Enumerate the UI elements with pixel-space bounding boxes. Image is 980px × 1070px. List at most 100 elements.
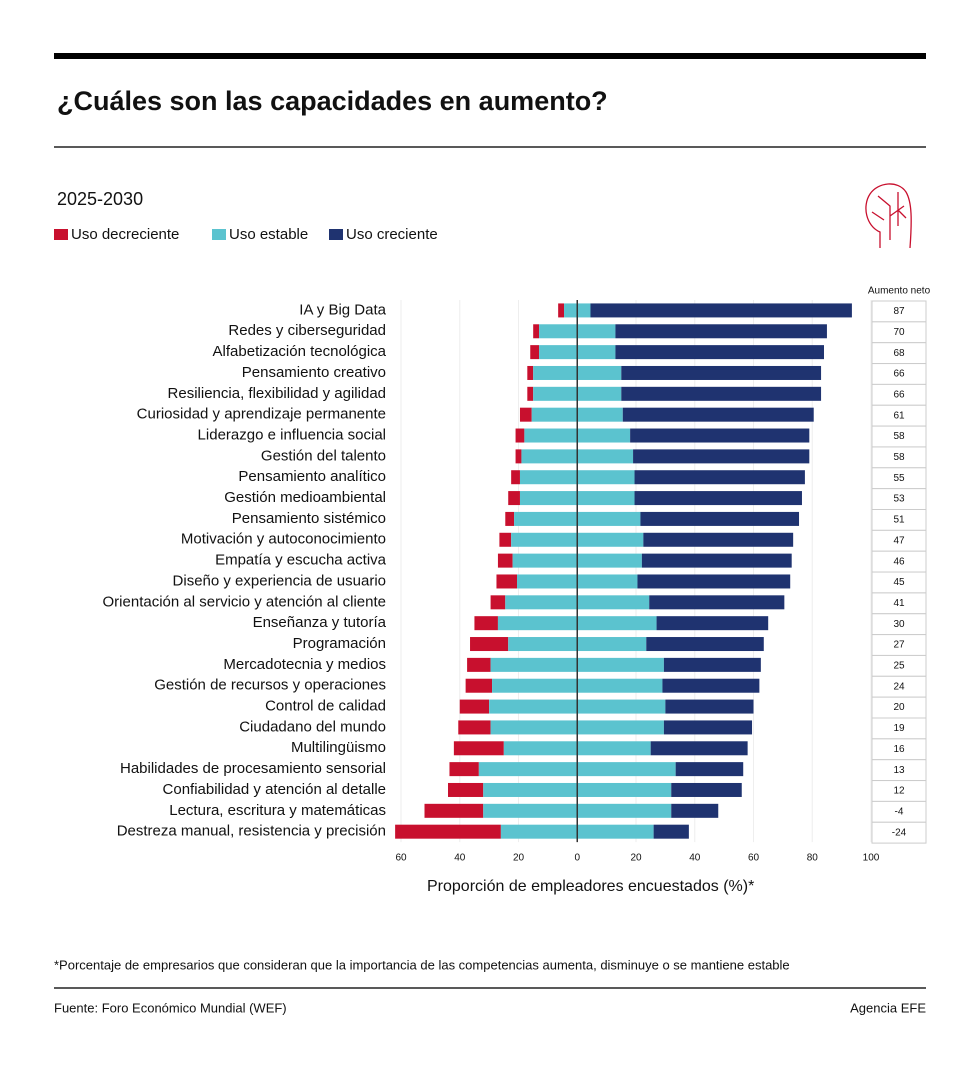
category-label: Motivación y autoconocimiento <box>181 531 386 548</box>
bar-increase <box>615 324 827 339</box>
bar-increase <box>649 595 785 610</box>
bar-increase <box>663 657 761 672</box>
bar-increase <box>633 449 810 464</box>
bar-increase <box>665 699 754 714</box>
legend-label: Uso estable <box>229 226 308 243</box>
x-tick-label: 100 <box>863 853 880 864</box>
footnote: *Porcentaje de empresarios que considera… <box>54 957 790 972</box>
x-tick-label: 20 <box>630 853 642 864</box>
x-tick-label: 40 <box>689 853 701 864</box>
net-value: 13 <box>893 765 905 776</box>
bar-increase <box>662 678 760 693</box>
x-tick-label: 60 <box>395 853 407 864</box>
bar-increase <box>671 803 719 818</box>
category-label: Gestión medioambiental <box>224 489 386 506</box>
net-value: -24 <box>892 827 907 838</box>
bar-decrease <box>519 407 532 422</box>
chart-title: ¿Cuáles son las capacidades en aumento? <box>57 86 608 116</box>
bar-decrease <box>511 470 520 485</box>
net-header: Aumento neto <box>868 286 931 297</box>
bar-decrease <box>515 449 522 464</box>
x-tick-label: 80 <box>807 853 819 864</box>
net-value: 12 <box>893 786 905 797</box>
bar-decrease <box>496 574 518 589</box>
bar-increase <box>675 762 744 777</box>
category-label: Lectura, escritura y matemáticas <box>169 802 386 819</box>
bar-decrease <box>530 345 540 360</box>
bar-decrease <box>458 720 491 735</box>
net-value: 30 <box>893 619 905 630</box>
bar-decrease <box>533 324 540 339</box>
net-value: 16 <box>893 744 905 755</box>
category-label: Habilidades de procesamiento sensorial <box>120 760 386 777</box>
net-value: 87 <box>893 306 905 317</box>
bar-increase <box>621 386 822 401</box>
bar-increase <box>653 824 689 839</box>
bar-decrease <box>505 511 515 526</box>
category-label: Gestión de recursos y operaciones <box>154 677 386 694</box>
bar-decrease <box>515 428 525 443</box>
category-label: Mercadotecnia y medios <box>223 656 386 673</box>
category-label: Diseño y experiencia de usuario <box>173 572 386 589</box>
bar-increase <box>634 470 805 485</box>
x-axis-label: Proporción de empleadores encuestados (%… <box>427 878 754 895</box>
bar-decrease <box>499 532 512 547</box>
bar-increase <box>615 345 824 360</box>
net-value: 66 <box>893 369 905 380</box>
legend-swatch <box>329 229 343 240</box>
bar-increase <box>637 574 791 589</box>
bar-decrease <box>527 365 534 380</box>
legend-label: Uso creciente <box>346 226 438 243</box>
net-value: 27 <box>893 640 905 651</box>
bar-increase <box>643 532 794 547</box>
bar-increase <box>671 782 742 797</box>
category-label: Pensamiento sistémico <box>232 510 386 527</box>
category-label: Resiliencia, flexibilidad y agilidad <box>168 385 386 402</box>
net-value: 68 <box>893 348 905 359</box>
category-label: Control de calidad <box>265 698 386 715</box>
top-rule <box>54 53 926 59</box>
net-value: 70 <box>893 327 905 338</box>
x-tick-label: 20 <box>513 853 525 864</box>
category-label: Pensamiento analítico <box>238 468 386 485</box>
net-value: 20 <box>893 702 905 713</box>
bar-increase <box>650 741 748 756</box>
net-value: 61 <box>893 410 905 421</box>
legend-swatch <box>54 229 68 240</box>
bar-decrease <box>448 782 484 797</box>
bar-decrease <box>474 616 498 631</box>
net-value: 25 <box>893 661 905 672</box>
bar-decrease <box>527 386 534 401</box>
category-label: Confiabilidad y atención al detalle <box>163 781 386 798</box>
category-label: Empatía y escucha activa <box>215 552 387 569</box>
x-tick-label: 0 <box>574 853 580 864</box>
bar-increase <box>622 407 814 422</box>
bar-decrease <box>467 657 491 672</box>
legend-swatch <box>212 229 226 240</box>
bar-decrease <box>453 741 504 756</box>
category-label: Curiosidad y aprendizaje permanente <box>137 406 386 423</box>
category-label: IA y Big Data <box>299 301 386 318</box>
bar-increase <box>630 428 810 443</box>
category-label: Redes y ciberseguridad <box>228 322 386 339</box>
bar-increase <box>621 365 822 380</box>
bar-increase <box>663 720 753 735</box>
bar-decrease <box>490 595 506 610</box>
bar-decrease <box>497 553 513 568</box>
category-label: Multilingüismo <box>291 739 386 756</box>
category-label: Destreza manual, resistencia y precisión <box>117 823 386 840</box>
source: Fuente: Foro Económico Mundial (WEF) <box>54 1000 287 1015</box>
net-value: 58 <box>893 452 905 463</box>
bar-increase <box>641 553 792 568</box>
net-value: 45 <box>893 577 905 588</box>
net-box <box>871 821 927 844</box>
bar-increase <box>656 616 769 631</box>
net-value: 58 <box>893 431 905 442</box>
net-value: 19 <box>893 723 905 734</box>
net-value: 53 <box>893 494 905 505</box>
category-label: Ciudadano del mundo <box>239 718 386 735</box>
bar-increase <box>646 637 764 652</box>
net-value: 66 <box>893 389 905 400</box>
bar-decrease <box>470 637 509 652</box>
